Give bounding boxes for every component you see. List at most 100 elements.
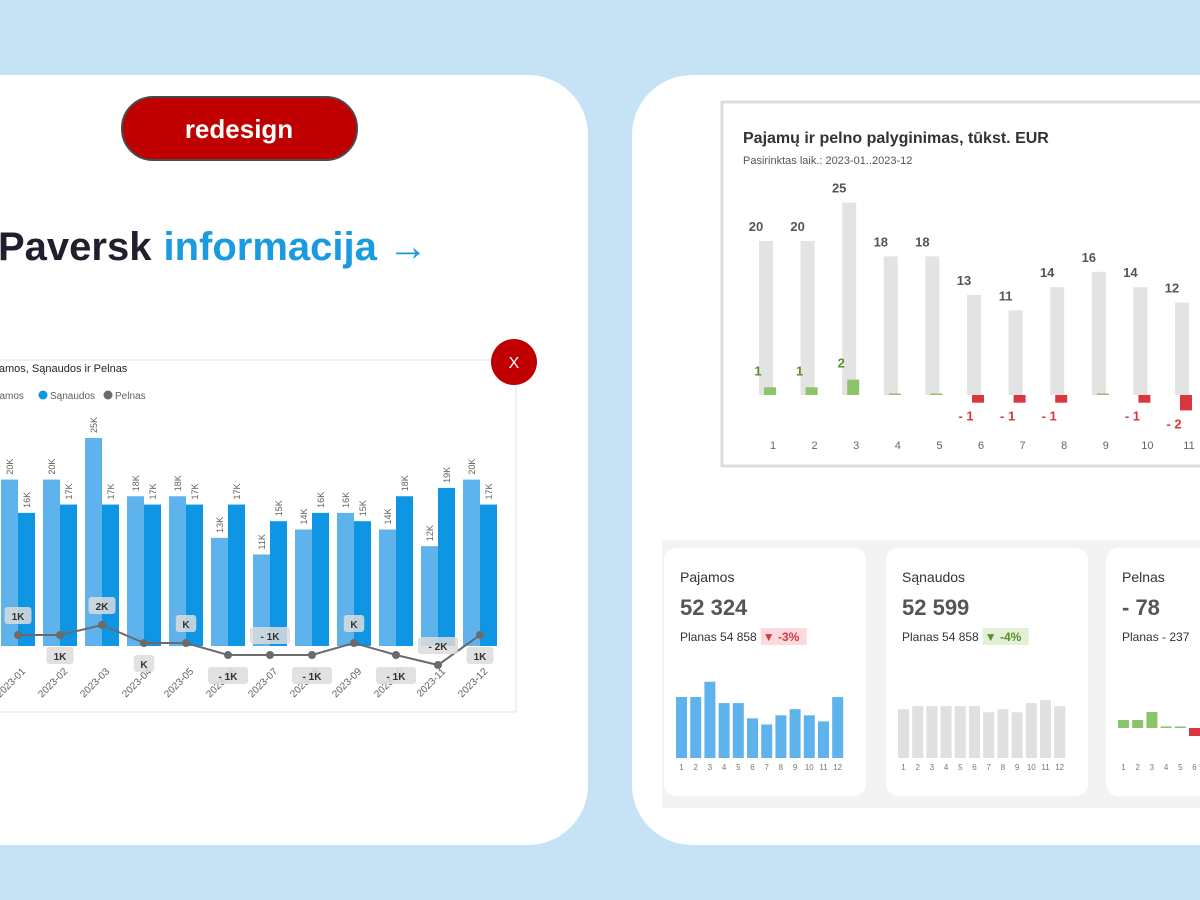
mini-bar [775, 715, 787, 758]
close-label[interactable]: X [509, 355, 520, 372]
mini-tick-label: 7 [986, 763, 991, 772]
data-label: 17K [232, 484, 242, 500]
bar [396, 496, 413, 646]
line-point [266, 651, 274, 659]
kpi-value: 52 599 [902, 595, 969, 620]
mini-bar [818, 721, 829, 758]
line-point [140, 639, 148, 647]
mini-bar [940, 706, 952, 758]
line-point [308, 651, 316, 659]
x-tick-label: 2 [812, 440, 818, 452]
data-label: 25 [832, 181, 846, 196]
mini-tick-label: 12 [1055, 763, 1064, 772]
mini-bar [718, 703, 730, 758]
profit-bar [764, 387, 776, 395]
kpi-value: - 78 [1122, 595, 1160, 620]
data-label-box [4, 607, 32, 624]
mini-bar [1040, 700, 1051, 758]
kpi-title: Sąnaudos [902, 569, 965, 585]
kpi-value: 52 324 [680, 595, 748, 620]
data-label: 14K [299, 509, 309, 525]
bar [169, 496, 186, 646]
chart-subtitle: Pasirinktas laik.: 2023-01..2023-12 [743, 155, 912, 167]
data-label-box [376, 667, 416, 684]
data-label: 18 [915, 234, 929, 249]
mini-bar [732, 703, 744, 758]
mini-tick-label: 6 [972, 763, 977, 772]
bar [295, 529, 312, 646]
line-point [476, 631, 484, 639]
data-label-box [88, 597, 116, 614]
mini-bar [1118, 720, 1129, 728]
mini-bar [912, 706, 924, 758]
bar [228, 504, 245, 646]
data-label: 12 [1165, 281, 1179, 296]
bar [85, 438, 102, 646]
mini-tick-label: 11 [819, 763, 828, 772]
data-label: 20 [749, 219, 763, 234]
mini-bar [1025, 703, 1037, 758]
mini-bar [969, 706, 980, 758]
x-tick-label: 4 [895, 440, 901, 452]
mini-bar [1054, 706, 1066, 758]
x-tick-label: 9 [1103, 440, 1109, 452]
mini-bar [676, 697, 687, 758]
mini-tick-label: 4 [722, 763, 727, 772]
profit-bar [1138, 395, 1151, 403]
data-label: 11 [999, 288, 1013, 303]
legend-label: Pajamos [0, 391, 24, 402]
line-point [182, 639, 190, 647]
headline-accent: informacija → [163, 225, 428, 269]
x-tick-label: 7 [1020, 440, 1026, 452]
data-label-box [175, 615, 197, 632]
kpi-card [664, 548, 866, 796]
data-label: 20K [467, 459, 477, 475]
mini-tick-label: 2 [693, 763, 698, 772]
mini-bar [983, 712, 995, 758]
mini-tick-label: 5 [1178, 763, 1183, 772]
line-point [56, 631, 64, 639]
line-point [392, 651, 400, 659]
data-label-box [343, 615, 365, 632]
mini-tick-label: 3 [708, 763, 713, 772]
bar [186, 504, 203, 646]
legend-marker [38, 390, 48, 400]
mini-bar [803, 715, 815, 758]
mini-tick-label: 4 [1164, 763, 1169, 772]
x-tick-label: 11 [1183, 440, 1194, 452]
data-label: 16 [1082, 250, 1096, 265]
data-label-box [46, 647, 74, 664]
profit-bar [888, 393, 901, 395]
bar [354, 521, 371, 646]
data-label: 17K [190, 484, 200, 500]
data-label: 18K [400, 475, 410, 491]
kpi-title: Pelnas [1122, 569, 1165, 585]
data-label: 2 [838, 356, 845, 371]
data-label-box [208, 667, 248, 684]
data-label: 14 [1040, 265, 1055, 280]
data-label: - 1 [1125, 409, 1140, 424]
line-point [434, 661, 442, 669]
mini-bar [704, 681, 716, 758]
mini-tick-label: 12 [833, 763, 842, 772]
profit-bar [972, 395, 984, 403]
data-label: 19K [442, 467, 452, 483]
data-label: 14K [383, 509, 393, 525]
badge-text: redesign [185, 114, 293, 144]
headline-dark: Paversk [0, 225, 152, 269]
data-label: 1K [12, 612, 26, 623]
bar [1008, 310, 1023, 395]
x-tick-label: 6 [978, 440, 984, 452]
data-label: 25K [89, 417, 99, 433]
kpi-delta: ▼ -4% [985, 630, 1022, 644]
bar [60, 504, 77, 646]
data-label: 17K [64, 484, 74, 500]
close-button[interactable] [491, 339, 537, 385]
mini-tick-label: 2 [1135, 763, 1140, 772]
data-label: - 1 [1042, 409, 1057, 424]
chart-title: Pajamų ir pelno palyginimas, tūkst. EUR [743, 130, 1049, 147]
bar [800, 241, 815, 395]
mini-bar [747, 718, 758, 758]
mini-bar [898, 709, 909, 758]
